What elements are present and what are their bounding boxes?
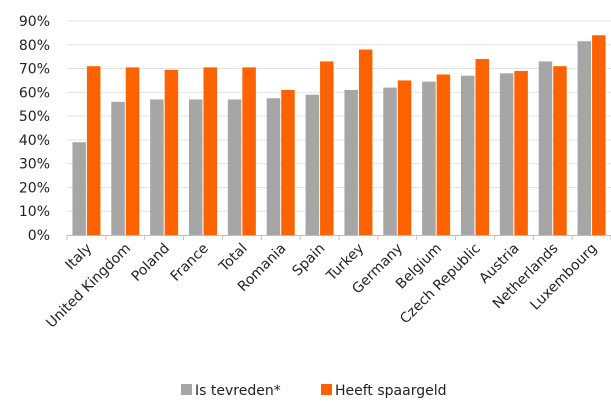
bar-heeft-spaargeld	[397, 80, 412, 235]
y-tick-label: 80%	[19, 38, 50, 54]
y-tick-label: 0%	[28, 228, 50, 244]
bar-heeft-spaargeld	[320, 61, 334, 235]
legend-swatch-0	[181, 384, 192, 395]
bar-heeft-spaargeld	[242, 67, 256, 235]
y-tick-label: 30%	[19, 157, 50, 173]
bars	[72, 35, 606, 236]
bar-is-tevreden	[344, 89, 358, 235]
bar-is-tevreden	[461, 75, 475, 235]
x-category-label: Italy	[62, 241, 95, 274]
bar-is-tevreden	[72, 142, 86, 235]
legend: Is tevreden* Heeft spaargeld	[181, 383, 447, 399]
bar-heeft-spaargeld	[358, 49, 373, 236]
bar-is-tevreden	[227, 99, 242, 235]
gridlines	[67, 20, 611, 212]
x-axis	[66, 235, 611, 240]
bar-is-tevreden	[577, 41, 592, 235]
bar-is-tevreden	[111, 101, 125, 235]
bar-heeft-spaargeld	[281, 89, 295, 235]
bar-is-tevreden	[150, 99, 164, 235]
legend-label-1: Heeft spaargeld	[335, 383, 447, 399]
x-category-label: France	[168, 241, 212, 285]
bar-is-tevreden	[538, 61, 553, 235]
y-tick-label: 40%	[19, 133, 50, 149]
x-category-label: Poland	[129, 241, 173, 285]
x-category-label: Total	[216, 241, 251, 276]
bar-is-tevreden	[189, 99, 203, 235]
bar-is-tevreden	[422, 81, 436, 235]
y-tick-label: 70%	[19, 62, 50, 78]
bar-heeft-spaargeld	[436, 74, 451, 235]
y-tick-label: 20%	[19, 180, 50, 196]
y-axis-ticks: 0% 10% 20% 30% 40% 50% 60% 70% 80% 90%	[19, 14, 50, 244]
bar-is-tevreden	[266, 98, 281, 236]
y-tick-label: 10%	[19, 204, 50, 220]
bar-heeft-spaargeld	[125, 67, 140, 235]
legend-label-0: Is tevreden*	[195, 383, 281, 399]
bar-heeft-spaargeld	[164, 69, 179, 235]
bar-heeft-spaargeld	[86, 66, 101, 235]
bar-is-tevreden	[305, 94, 320, 235]
bar-heeft-spaargeld	[514, 70, 528, 235]
y-tick-label: 90%	[19, 14, 50, 30]
legend-swatch-1	[321, 384, 332, 395]
bar-heeft-spaargeld	[475, 59, 489, 235]
x-category-label: Spain	[289, 241, 328, 280]
y-tick-label: 50%	[19, 109, 50, 125]
y-tick-label: 60%	[19, 85, 50, 101]
bar-heeft-spaargeld	[203, 67, 217, 235]
bar-heeft-spaargeld	[592, 35, 606, 236]
bar-is-tevreden	[383, 87, 397, 235]
bar-is-tevreden	[499, 73, 514, 235]
bar-heeft-spaargeld	[553, 66, 567, 235]
